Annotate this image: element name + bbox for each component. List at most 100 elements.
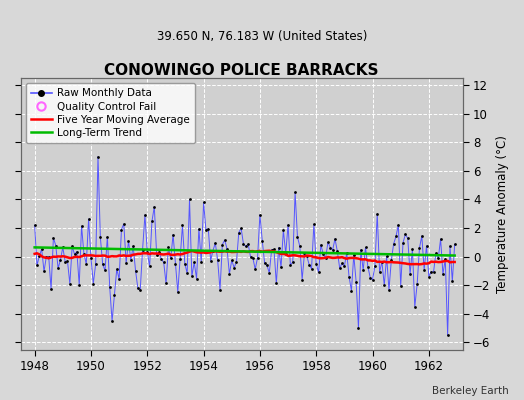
Point (225, 271, 234, 277)
Point (354, 325, 363, 331)
Point (66, 280, 74, 287)
Point (331, 236, 339, 242)
Point (335, 265, 344, 271)
Point (146, 263, 154, 270)
Text: 39.650 N, 76.183 W (United States): 39.650 N, 76.183 W (United States) (157, 30, 367, 43)
Point (298, 276, 307, 283)
Point (293, 234, 302, 240)
Point (206, 258, 215, 264)
Point (312, 261, 320, 267)
Point (279, 227, 288, 233)
Point (378, 259, 386, 265)
Point (108, 318, 116, 324)
Point (167, 255, 175, 262)
Point (451, 241, 459, 248)
Point (200, 199, 208, 206)
Point (424, 273, 433, 280)
Point (300, 250, 309, 256)
Point (105, 284, 114, 290)
Point (359, 267, 367, 273)
Point (397, 282, 405, 289)
Point (296, 243, 304, 249)
Point (192, 275, 201, 282)
Point (422, 243, 431, 249)
Point (286, 262, 294, 268)
Point (408, 246, 417, 252)
Point (289, 259, 297, 265)
Point (209, 247, 217, 254)
Point (284, 222, 292, 228)
Point (127, 257, 135, 263)
Point (308, 266, 316, 272)
Point (155, 249, 163, 255)
Text: Berkeley Earth: Berkeley Earth (432, 386, 508, 396)
Point (30, 222, 39, 228)
Point (340, 263, 348, 270)
Point (101, 267, 109, 274)
Point (221, 237, 229, 243)
Point (56, 257, 64, 263)
Point (78, 223, 86, 229)
Point (319, 251, 328, 258)
Point (195, 226, 203, 232)
Point (439, 271, 447, 277)
Point (94, 154, 102, 160)
Point (183, 270, 191, 276)
Point (157, 256, 166, 262)
Point (416, 245, 424, 251)
Point (136, 287, 145, 293)
Point (202, 227, 210, 233)
Point (246, 254, 255, 260)
Point (124, 238, 133, 244)
Point (413, 281, 421, 288)
Point (117, 226, 126, 233)
Point (432, 250, 440, 256)
Point (347, 288, 356, 294)
Point (251, 266, 259, 272)
Point (47, 286, 55, 292)
Point (357, 246, 365, 253)
Point (263, 262, 271, 269)
Point (40, 268, 48, 274)
Point (138, 246, 147, 253)
Point (115, 276, 123, 282)
Point (394, 222, 402, 228)
Point (446, 243, 454, 250)
Legend: Raw Monthly Data, Quality Control Fail, Five Year Moving Average, Long-Term Tren: Raw Monthly Data, Quality Control Fail, … (26, 83, 195, 143)
Point (96, 234, 104, 240)
Point (164, 244, 172, 250)
Point (103, 234, 112, 240)
Point (171, 260, 180, 267)
Point (51, 242, 60, 249)
Point (89, 280, 97, 287)
Point (249, 255, 257, 261)
Point (197, 259, 205, 265)
Point (218, 241, 226, 248)
Point (122, 260, 130, 266)
Point (443, 332, 452, 338)
Point (80, 251, 88, 257)
Point (169, 231, 177, 238)
Point (389, 240, 398, 247)
Point (49, 234, 58, 241)
Point (329, 247, 337, 253)
Point (281, 250, 290, 257)
Point (242, 243, 250, 250)
Point (244, 241, 253, 247)
Point (333, 248, 342, 255)
Point (321, 255, 330, 261)
Point (429, 269, 438, 275)
Point (310, 221, 318, 227)
Point (401, 231, 410, 238)
Point (258, 237, 266, 244)
Point (213, 257, 222, 264)
Point (239, 241, 248, 248)
Point (324, 239, 332, 245)
Point (129, 243, 137, 249)
Point (350, 252, 358, 258)
Point (54, 265, 62, 272)
Point (68, 243, 77, 250)
Point (113, 266, 121, 272)
Point (411, 304, 419, 310)
Point (143, 248, 151, 255)
